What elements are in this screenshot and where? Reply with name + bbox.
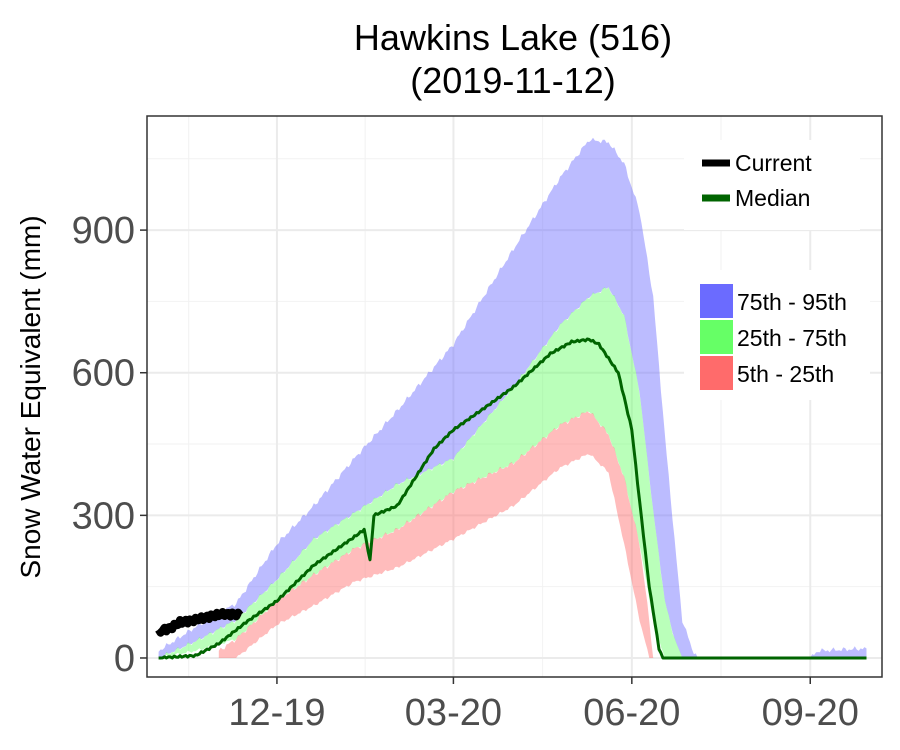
plot-border [146, 115, 883, 678]
legend-band-swatch [700, 320, 733, 354]
legend-current-label: Current [735, 150, 812, 176]
legend: Current Median 75th - 95th 25th - 75th 5th -… [684, 140, 870, 400]
band-5th-25th [218, 411, 654, 658]
legend-band-swatch [700, 356, 733, 390]
legend-lines-background [684, 140, 860, 230]
chart-subtitle: (2019-11-12) [410, 60, 615, 101]
median-line [158, 337, 867, 660]
legend-median-label: Median [735, 185, 810, 211]
x-tick-label: 06-20 [583, 692, 680, 734]
current-line [155, 608, 244, 637]
y-tick-label: 300 [72, 495, 135, 537]
legend-band-label: 75th - 95th [737, 289, 847, 315]
y-tick-label: 600 [72, 353, 135, 395]
chart-title: Hawkins Lake (516) [354, 17, 672, 58]
y-tick-label: 0 [114, 638, 135, 680]
x-tick-label: 09-20 [762, 692, 859, 734]
legend-band-label: 5th - 25th [737, 361, 834, 387]
legend-band-swatch [700, 284, 733, 318]
x-tick-label: 12-19 [228, 692, 325, 734]
x-tick-label: 03-20 [405, 692, 502, 734]
legend-band-label: 25th - 75th [737, 325, 847, 351]
y-axis-label: Snow Water Equivalent (mm) [15, 215, 46, 578]
axes: 0 300 600 900 12-19 03-20 06-20 09-20 [72, 115, 883, 734]
y-tick-label: 900 [72, 210, 135, 252]
